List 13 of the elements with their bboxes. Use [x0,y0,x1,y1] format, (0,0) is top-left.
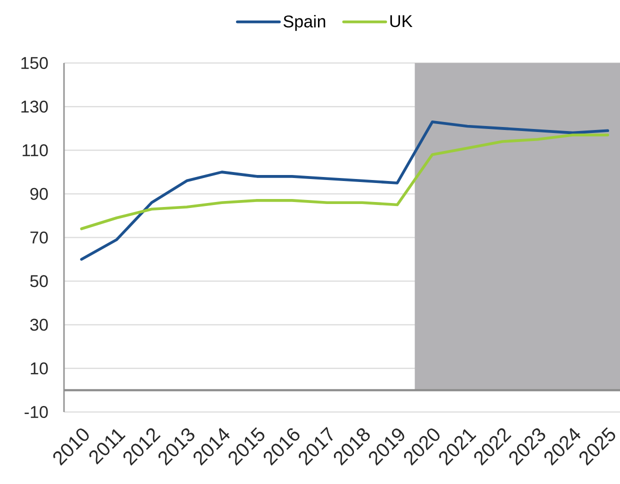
y-tick-label: 10 [30,362,48,374]
y-tick-label: 30 [30,318,48,331]
y-tick-label: 150 [21,56,48,70]
y-tick-label: 50 [30,275,48,288]
legend-label: Spain [284,15,326,31]
y-tick-label: -10 [24,406,48,418]
y-tick-label: 130 [21,100,48,113]
y-tick-label: 90 [30,188,48,200]
legend-label: UK [390,15,412,28]
y-tick-label: 110 [22,144,48,156]
line-series [80,120,610,261]
line-series [80,134,610,230]
y-tick-label: 70 [30,231,48,244]
